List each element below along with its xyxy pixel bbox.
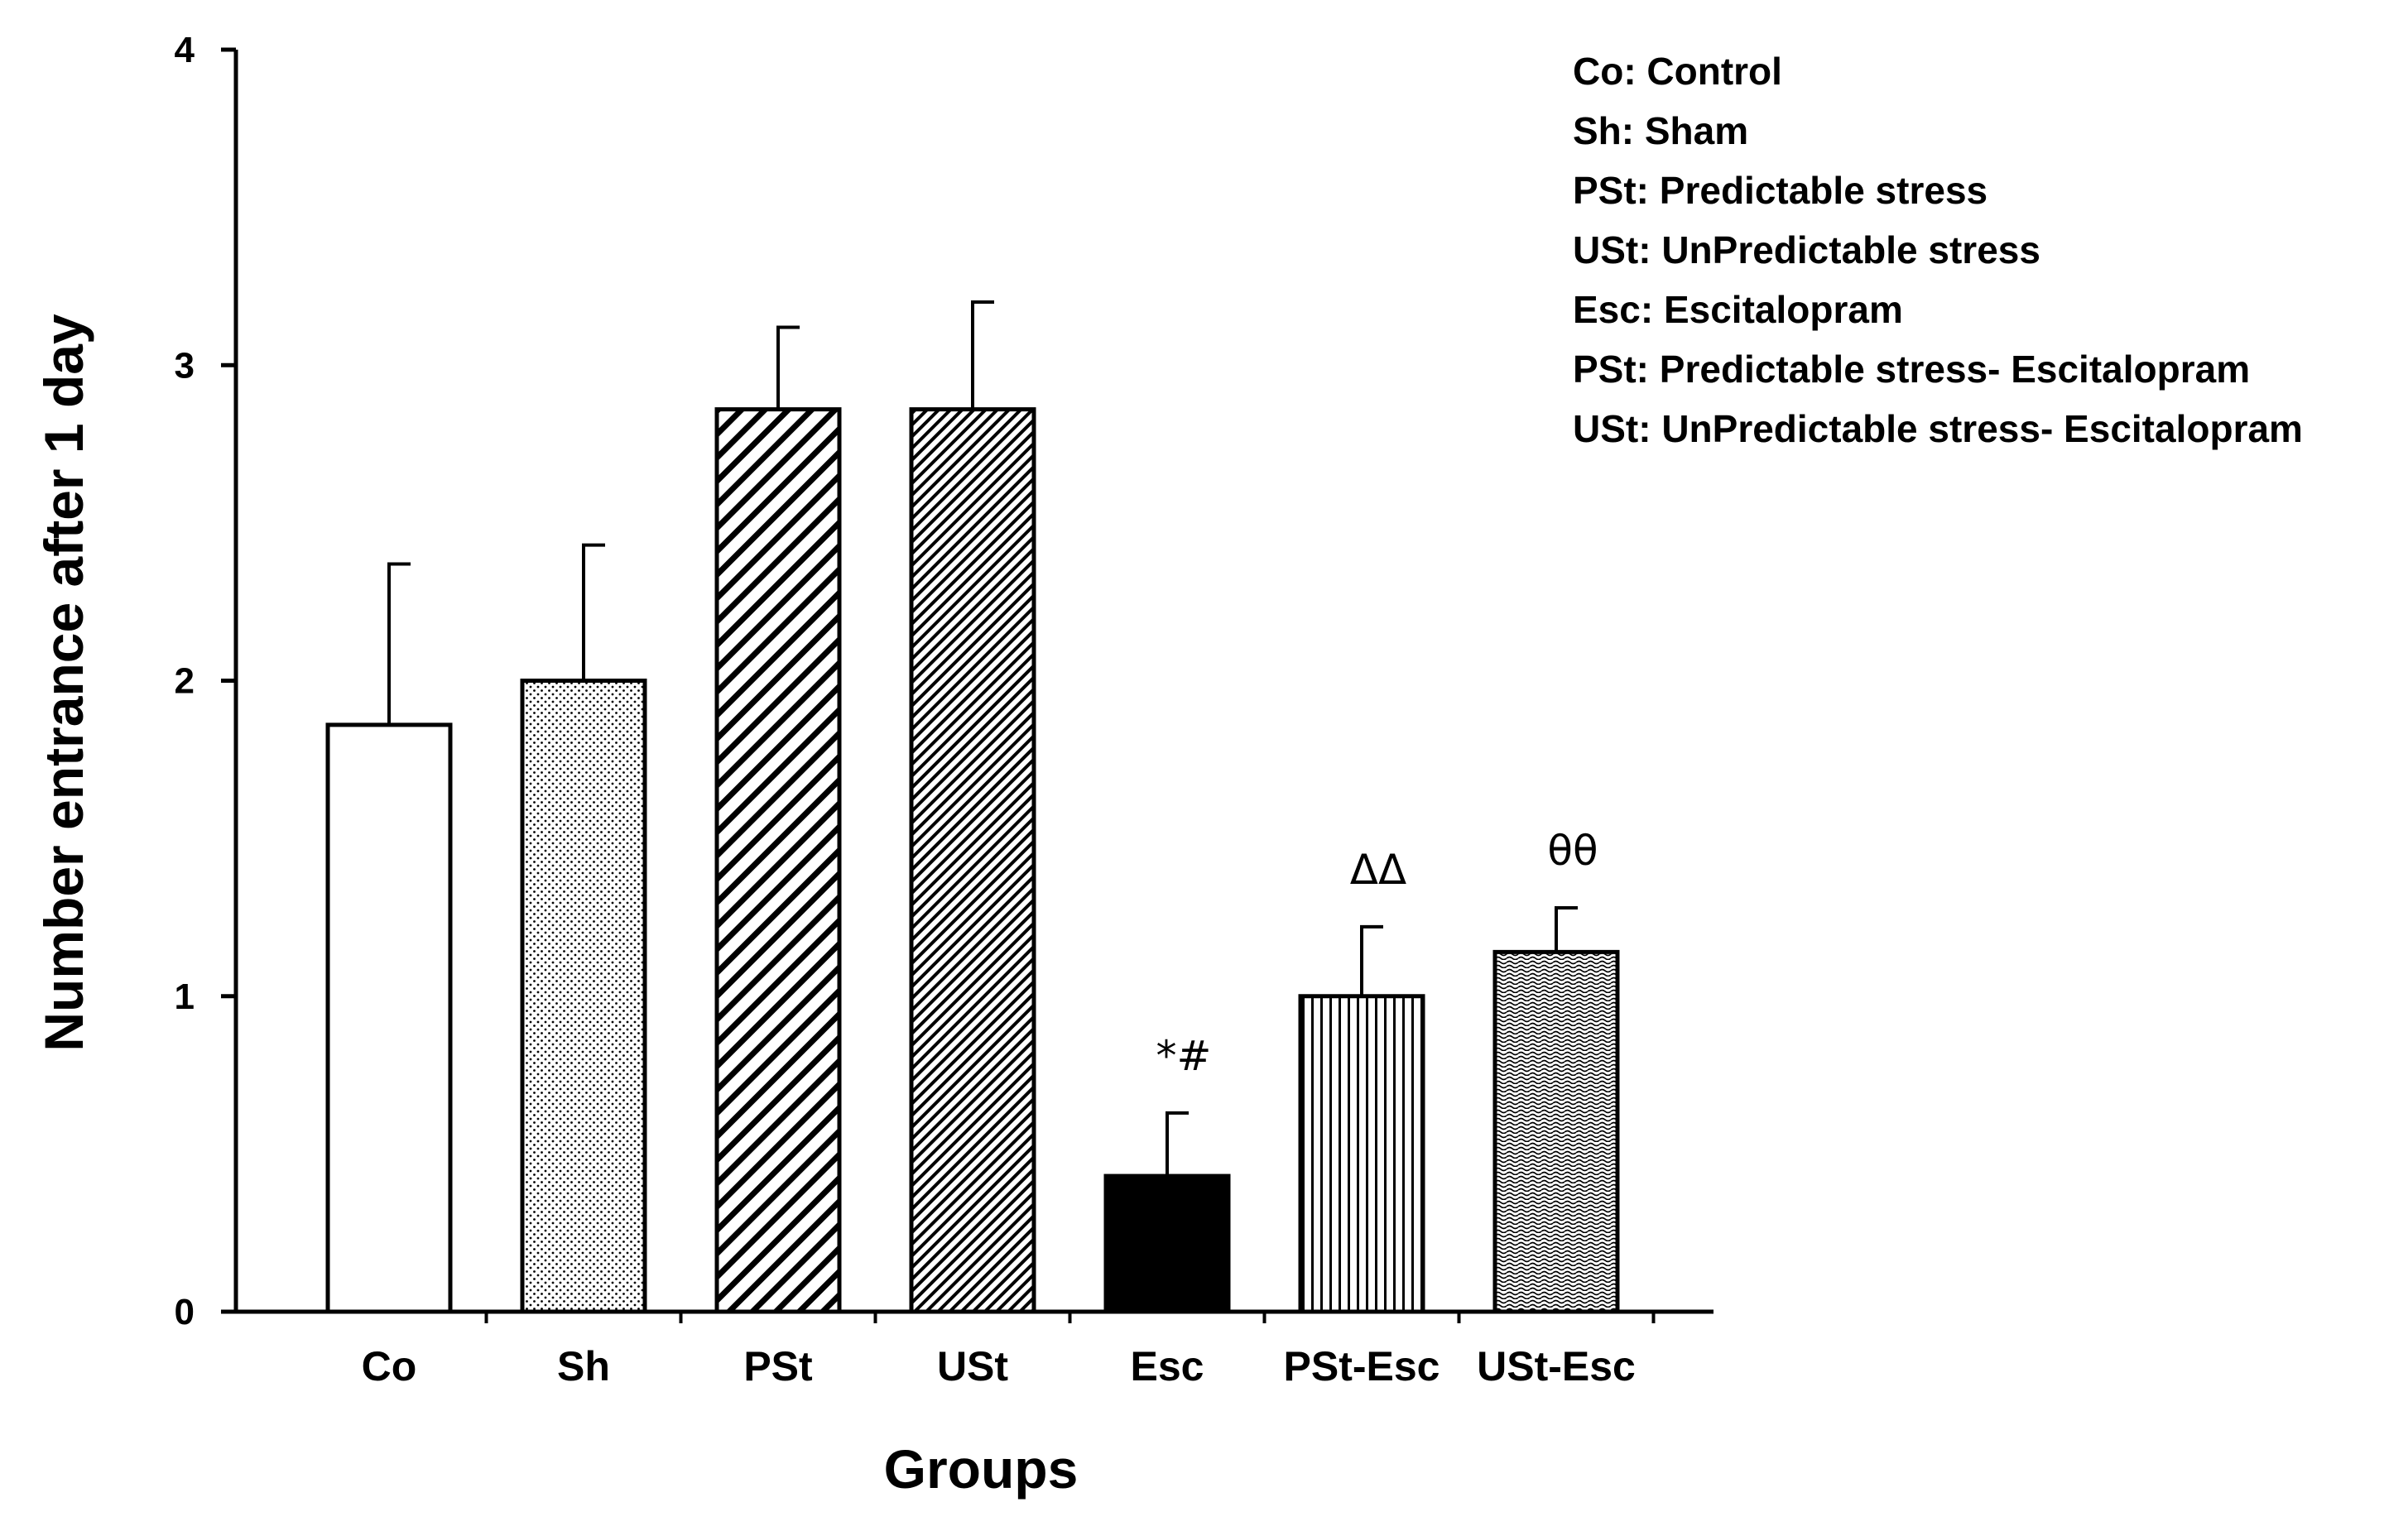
bar-sh	[520, 679, 647, 1314]
legend-item: Co: Control	[1573, 50, 1782, 93]
significance-annotation: *#	[1156, 1032, 1212, 1080]
legend-item: Esc: Escitalopram	[1573, 288, 1903, 331]
legend: Co: Control Sh: Sham PSt: Predictable st…	[1573, 41, 2303, 458]
x-tick-label: USt-Esc	[1477, 1343, 1636, 1389]
legend-item: Sh: Sham	[1573, 109, 1749, 152]
bar-ust	[909, 407, 1036, 1314]
y-tick-label: 1	[175, 977, 195, 1017]
bars-group	[325, 300, 1620, 1314]
y-tick-label: 2	[175, 661, 195, 702]
y-axis-title: Number entrance after 1 day	[33, 314, 94, 1052]
bar-pst	[714, 407, 842, 1314]
labels-group: Co Sh PSt USt *# Esc ΔΔ PSt-Esc θθ USt-Esc 0 1 2 3 4 Gr…	[33, 30, 1636, 1500]
legend-item: PSt: Predictable stress- Escitalopram	[1573, 348, 2251, 391]
x-tick-label: Esc	[1131, 1343, 1204, 1389]
x-tick-label: USt	[937, 1343, 1008, 1389]
x-tick-label: PSt-Esc	[1284, 1343, 1440, 1389]
bar-pst-esc	[1298, 994, 1425, 1314]
x-axis-title: Groups	[884, 1438, 1079, 1500]
x-tick-label: Co	[362, 1343, 417, 1389]
x-tick-label: PSt	[743, 1343, 813, 1389]
legend-item: PSt: Predictable stress	[1573, 169, 1988, 212]
bar-ust-esc	[1492, 949, 1620, 1314]
significance-annotation: ΔΔ	[1350, 846, 1406, 894]
bar-co	[325, 722, 453, 1314]
y-tick-label: 4	[175, 30, 195, 70]
legend-item: USt: UnPredictable stress- Escitalopram	[1573, 407, 2303, 450]
bar-esc	[1103, 1173, 1231, 1314]
y-tick-label: 0	[175, 1292, 195, 1332]
x-tick-label: Sh	[557, 1343, 610, 1389]
significance-annotation: θθ	[1547, 827, 1598, 875]
axes-group	[221, 47, 1713, 1323]
y-tick-label: 3	[175, 345, 195, 386]
legend-item: USt: UnPredictable stress	[1573, 228, 2040, 271]
